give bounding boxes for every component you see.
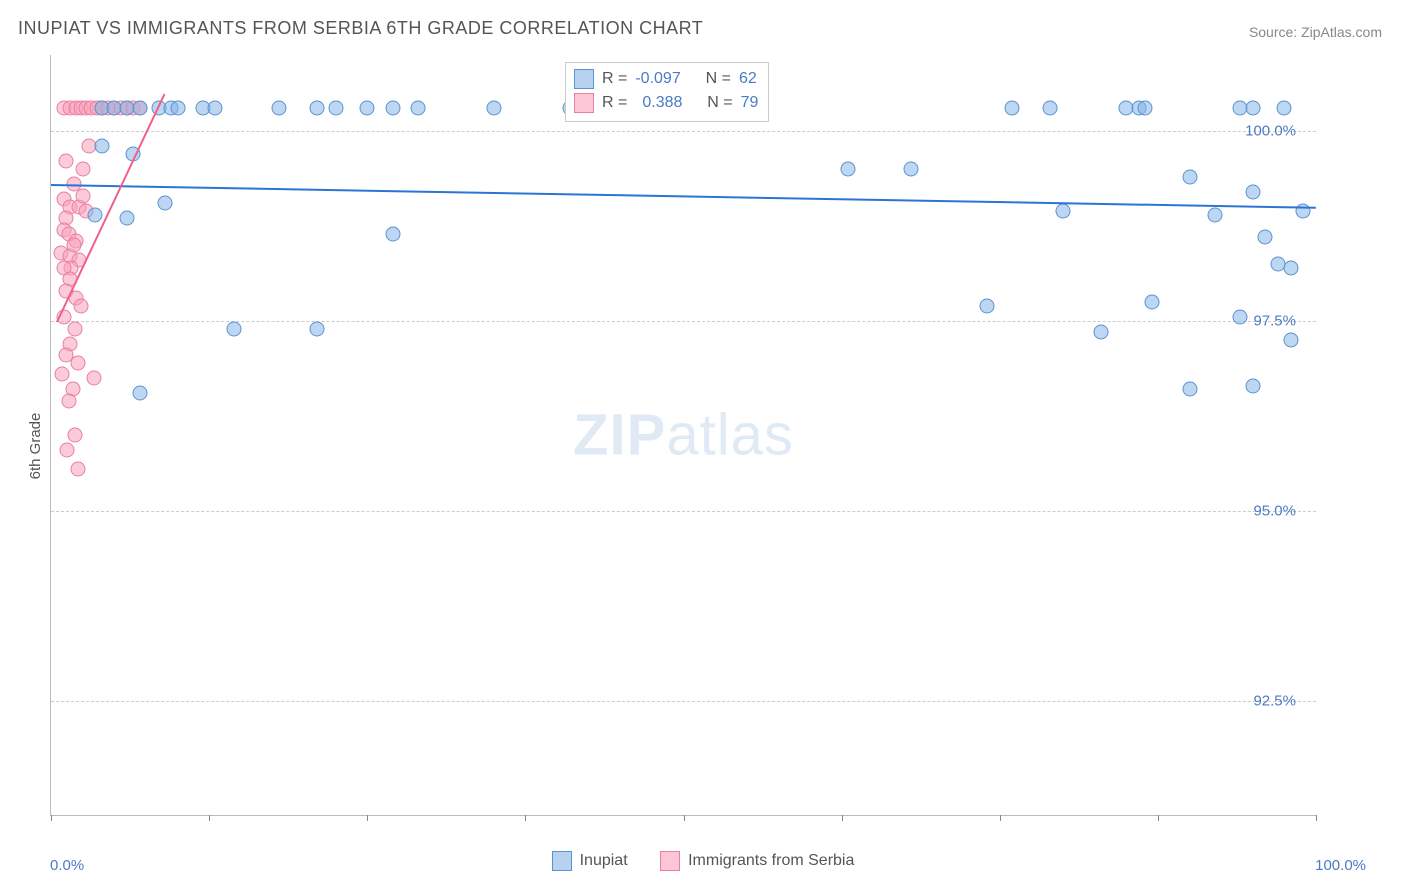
data-point-blue xyxy=(1283,260,1298,275)
data-point-blue xyxy=(271,101,286,116)
data-point-pink xyxy=(55,367,70,382)
data-point-blue xyxy=(1005,101,1020,116)
data-point-pink xyxy=(74,298,89,313)
data-point-blue xyxy=(1138,101,1153,116)
data-point-blue xyxy=(227,321,242,336)
y-axis-label: 6th Grade xyxy=(27,413,44,480)
x-tick xyxy=(1316,815,1317,821)
x-tick xyxy=(209,815,210,821)
x-tick xyxy=(51,815,52,821)
data-point-blue xyxy=(385,226,400,241)
data-point-blue xyxy=(328,101,343,116)
swatch-pink xyxy=(574,93,594,113)
data-point-blue xyxy=(1277,101,1292,116)
source-label: Source: ZipAtlas.com xyxy=(1249,24,1382,40)
legend-row-pink: R = 0.388 N = 79 xyxy=(574,91,758,115)
data-point-pink xyxy=(75,188,90,203)
data-point-blue xyxy=(1056,203,1071,218)
data-point-pink xyxy=(68,428,83,443)
data-point-blue xyxy=(385,101,400,116)
x-tick xyxy=(1000,815,1001,821)
swatch-blue-icon xyxy=(552,851,572,871)
data-point-pink xyxy=(68,321,83,336)
data-point-pink xyxy=(87,371,102,386)
data-point-blue xyxy=(410,101,425,116)
data-point-blue xyxy=(119,211,134,226)
watermark: ZIPatlas xyxy=(573,402,794,469)
data-point-blue xyxy=(904,162,919,177)
x-tick xyxy=(842,815,843,821)
data-point-pink xyxy=(70,462,85,477)
data-point-blue xyxy=(1182,382,1197,397)
data-point-blue xyxy=(309,321,324,336)
swatch-blue xyxy=(574,69,594,89)
y-tick-label: 97.5% xyxy=(1253,313,1296,330)
data-point-blue xyxy=(1245,184,1260,199)
data-point-blue xyxy=(157,196,172,211)
legend-item-serbia: Immigrants from Serbia xyxy=(660,851,854,871)
data-point-blue xyxy=(1144,295,1159,310)
gridline xyxy=(51,701,1316,702)
data-point-blue xyxy=(980,298,995,313)
data-point-blue xyxy=(132,386,147,401)
data-point-blue xyxy=(1182,169,1197,184)
x-tick xyxy=(367,815,368,821)
data-point-blue xyxy=(309,101,324,116)
plot-area: ZIPatlas 92.5% 95.0% 97.5% 100.0% xyxy=(50,55,1316,816)
x-tick xyxy=(525,815,526,821)
correlation-legend: R = -0.097 N = 62 R = 0.388 N = 79 xyxy=(565,62,769,122)
data-point-pink xyxy=(66,238,81,253)
data-point-blue xyxy=(1043,101,1058,116)
legend-row-blue: R = -0.097 N = 62 xyxy=(574,67,758,91)
gridline xyxy=(51,511,1316,512)
data-point-blue xyxy=(1207,207,1222,222)
data-point-blue xyxy=(486,101,501,116)
data-point-pink xyxy=(61,393,76,408)
data-point-blue xyxy=(170,101,185,116)
data-point-blue xyxy=(1093,325,1108,340)
data-point-blue xyxy=(132,101,147,116)
x-tick xyxy=(684,815,685,821)
gridline xyxy=(51,321,1316,322)
data-point-blue xyxy=(208,101,223,116)
gridline xyxy=(51,131,1316,132)
data-point-pink xyxy=(70,355,85,370)
y-tick-label: 95.0% xyxy=(1253,503,1296,520)
data-point-blue xyxy=(840,162,855,177)
data-point-pink xyxy=(75,162,90,177)
data-point-pink xyxy=(59,154,74,169)
data-point-blue xyxy=(1233,310,1248,325)
data-point-blue xyxy=(1258,230,1273,245)
chart-title: INUPIAT VS IMMIGRANTS FROM SERBIA 6TH GR… xyxy=(18,18,703,39)
data-point-blue xyxy=(360,101,375,116)
data-point-blue xyxy=(1283,333,1298,348)
legend-item-inupiat: Inupiat xyxy=(552,851,628,871)
data-point-pink xyxy=(60,443,75,458)
data-point-blue xyxy=(94,139,109,154)
swatch-pink-icon xyxy=(660,851,680,871)
data-point-blue xyxy=(1245,101,1260,116)
y-tick-label: 92.5% xyxy=(1253,693,1296,710)
data-point-blue xyxy=(88,207,103,222)
series-legend: Inupiat Immigrants from Serbia xyxy=(0,851,1406,876)
x-tick xyxy=(1158,815,1159,821)
trendline-blue xyxy=(51,184,1316,209)
y-tick-label: 100.0% xyxy=(1245,123,1296,140)
data-point-blue xyxy=(1245,378,1260,393)
